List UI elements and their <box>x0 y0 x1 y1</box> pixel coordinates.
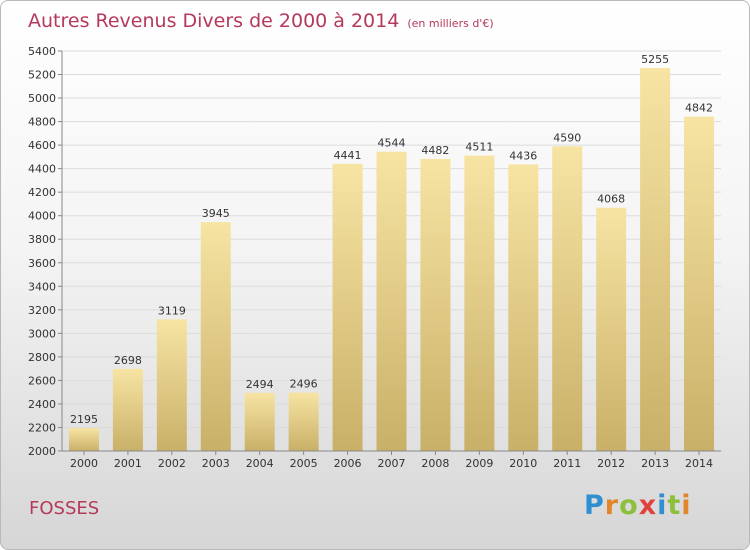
y-tick-label: 3000 <box>28 327 56 340</box>
y-tick-label: 2000 <box>28 445 56 458</box>
data-label: 2494 <box>246 378 274 391</box>
y-tick-label: 5200 <box>28 69 56 82</box>
chart-title-unit: (en milliers d'€) <box>407 17 494 30</box>
chart-title-text: Autres Revenus Divers de 2000 à 2014 <box>28 10 400 32</box>
y-tick-label: 4400 <box>28 163 56 176</box>
data-label: 4590 <box>553 131 581 144</box>
bars <box>68 68 715 452</box>
bar <box>464 155 495 451</box>
bar <box>376 151 407 452</box>
data-labels: 2195 2698 3119 3945 2494 2496 4441 4544 4482 4511… <box>70 53 713 426</box>
logo-letter: o <box>619 490 639 521</box>
x-tick-label: 2001 <box>114 457 142 470</box>
data-label: 3119 <box>158 304 186 317</box>
proxiti-logo: Proxiti <box>584 490 692 521</box>
data-label: 4544 <box>378 137 406 150</box>
x-tick-label: 2005 <box>290 457 318 470</box>
x-tick-label: 2014 <box>685 457 713 470</box>
bar <box>112 368 143 451</box>
x-tick-label: 2008 <box>421 457 449 470</box>
logo-letter: t <box>667 490 682 521</box>
x-tick-label: 2013 <box>641 457 669 470</box>
bar <box>684 116 715 451</box>
bar <box>244 392 275 451</box>
y-tick-label: 2200 <box>28 421 56 434</box>
y-axis-ticks: 2000 2200 2400 2600 2800 3000 3200 3400 3600 3800… <box>28 45 62 458</box>
x-tick-label: 2012 <box>597 457 625 470</box>
y-tick-label: 3800 <box>28 233 56 246</box>
data-label: 2698 <box>114 354 142 367</box>
bar <box>200 222 231 451</box>
x-axis-ticks: 2000 2001 2002 2003 2004 2005 2006 2007 2008 2009… <box>70 451 713 470</box>
y-tick-label: 2800 <box>28 351 56 364</box>
bar <box>420 159 451 451</box>
x-tick-label: 2000 <box>70 457 98 470</box>
data-label: 4436 <box>509 149 537 162</box>
x-tick-label: 2004 <box>246 457 274 470</box>
logo-letter: i <box>681 490 692 521</box>
logo-letter: x <box>638 490 658 521</box>
bar <box>552 146 583 451</box>
y-tick-label: 4200 <box>28 186 56 199</box>
data-label: 3945 <box>202 207 230 220</box>
x-tick-label: 2011 <box>553 457 581 470</box>
data-label: 4511 <box>465 141 493 154</box>
bar <box>332 163 363 451</box>
x-tick-label: 2003 <box>202 457 230 470</box>
y-tick-label: 4000 <box>28 210 56 223</box>
y-tick-label: 4600 <box>28 139 56 152</box>
y-tick-label: 5400 <box>28 45 56 58</box>
bar <box>508 164 539 452</box>
commune-name: FOSSES <box>29 498 100 519</box>
data-label: 2195 <box>70 413 98 426</box>
y-tick-label: 2400 <box>28 398 56 411</box>
x-tick-label: 2010 <box>509 457 537 470</box>
y-tick-label: 3400 <box>28 280 56 293</box>
bar <box>596 207 627 451</box>
bar <box>156 319 187 451</box>
y-tick-label: 4800 <box>28 116 56 129</box>
y-tick-label: 3600 <box>28 257 56 270</box>
y-tick-label: 2600 <box>28 374 56 387</box>
x-tick-label: 2006 <box>334 457 362 470</box>
x-tick-label: 2009 <box>465 457 493 470</box>
y-tick-label: 5000 <box>28 92 56 105</box>
chart-title: Autres Revenus Divers de 2000 à 2014 (en … <box>28 10 494 32</box>
data-label: 4441 <box>334 149 362 162</box>
logo-letter: r <box>604 490 620 521</box>
data-label: 4842 <box>685 102 713 115</box>
bar <box>640 68 671 451</box>
logo-letter: P <box>584 490 605 521</box>
data-label: 4068 <box>597 193 625 206</box>
data-label: 4482 <box>421 144 449 157</box>
bar <box>68 428 99 451</box>
bar <box>288 392 319 451</box>
data-label: 2496 <box>290 378 318 391</box>
x-tick-label: 2007 <box>378 457 406 470</box>
logo-letter: i <box>657 490 668 521</box>
y-tick-label: 3200 <box>28 304 56 317</box>
data-label: 5255 <box>641 53 669 66</box>
x-tick-label: 2002 <box>158 457 186 470</box>
